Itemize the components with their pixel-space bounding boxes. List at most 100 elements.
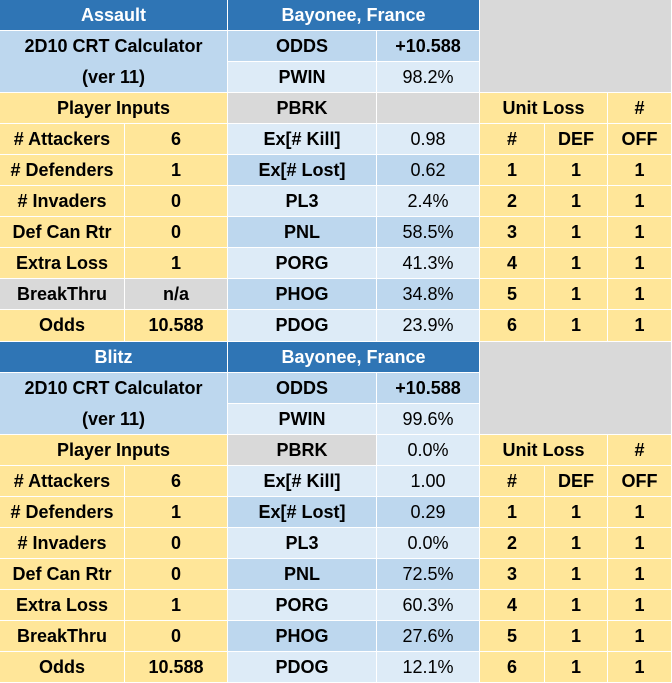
unit-cell: 1 (608, 497, 672, 528)
input-value: 0 (125, 528, 228, 559)
pbrk-value: 0.0% (377, 435, 480, 466)
unit-cell: 6 (480, 310, 545, 342)
unit-cell: 1 (608, 652, 672, 683)
input-value: 1 (125, 497, 228, 528)
unit-loss-header: Unit Loss (480, 435, 608, 466)
input-label: Def Can Rtr (0, 559, 125, 590)
unit-cell: 3 (480, 217, 545, 248)
unit-cell: 1 (545, 279, 608, 310)
stat-value: 0.98 (377, 124, 480, 155)
location: Bayonee, France (228, 342, 480, 373)
stat-value: 12.1% (377, 652, 480, 683)
input-label: Odds (0, 652, 125, 683)
input-value: 0 (125, 186, 228, 217)
unit-header: DEF (545, 466, 608, 497)
empty-cell (377, 93, 480, 124)
unit-cell: 1 (545, 310, 608, 342)
unit-cell: 1 (608, 186, 672, 217)
unit-cell: 1 (608, 310, 672, 342)
unit-cell: 1 (608, 621, 672, 652)
stat-label: Ex[# Kill] (228, 466, 377, 497)
stat-value: 72.5% (377, 559, 480, 590)
input-label: BreakThru (0, 279, 125, 310)
stat-value: 2.4% (377, 186, 480, 217)
unit-header: DEF (545, 124, 608, 155)
location: Bayonee, France (228, 0, 480, 31)
stat-label: Ex[# Kill] (228, 124, 377, 155)
unit-cell: 1 (608, 155, 672, 186)
block-title: Assault (0, 0, 228, 31)
unit-cell: 4 (480, 590, 545, 621)
unit-cell: 1 (608, 559, 672, 590)
stat-label: Ex[# Lost] (228, 155, 377, 186)
input-value: n/a (125, 279, 228, 310)
input-label: Extra Loss (0, 590, 125, 621)
inputs-header: Player Inputs (0, 435, 228, 466)
stat-label: PHOG (228, 621, 377, 652)
stat-label: PHOG (228, 279, 377, 310)
input-label: # Defenders (0, 155, 125, 186)
calculator: 2D10 CRT Calculator (24, 35, 203, 56)
count-header: # (608, 93, 672, 124)
stat-value: 0.29 (377, 497, 480, 528)
unit-cell: 1 (545, 559, 608, 590)
stat-value: 0.0% (377, 528, 480, 559)
input-value: 1 (125, 248, 228, 279)
odds-value: +10.588 (377, 373, 480, 404)
input-label: BreakThru (0, 621, 125, 652)
input-value: 6 (125, 124, 228, 155)
unit-cell: 2 (480, 186, 545, 217)
unit-loss-header: Unit Loss (480, 93, 608, 124)
unit-cell: 1 (480, 155, 545, 186)
stat-value: 41.3% (377, 248, 480, 279)
calculator-label: 2D10 CRT Calculator (ver 11) (0, 373, 228, 435)
stat-value: 60.3% (377, 590, 480, 621)
stat-value: 58.5% (377, 217, 480, 248)
input-value: 10.588 (125, 652, 228, 683)
unit-header: # (480, 466, 545, 497)
input-value: 0 (125, 217, 228, 248)
stat-value: 23.9% (377, 310, 480, 342)
stat-value: 27.6% (377, 621, 480, 652)
stat-label: Ex[# Lost] (228, 497, 377, 528)
unit-cell: 1 (545, 652, 608, 683)
unit-cell: 3 (480, 559, 545, 590)
odds-label: ODDS (228, 373, 377, 404)
stat-label: PNL (228, 217, 377, 248)
unit-cell: 1 (608, 217, 672, 248)
unit-header: OFF (608, 466, 672, 497)
unit-cell: 1 (545, 186, 608, 217)
stat-label: PNL (228, 559, 377, 590)
input-label: Def Can Rtr (0, 217, 125, 248)
unit-cell: 2 (480, 528, 545, 559)
input-label: # Defenders (0, 497, 125, 528)
unit-cell: 6 (480, 652, 545, 683)
input-label: Extra Loss (0, 248, 125, 279)
version: (ver 11) (81, 408, 146, 429)
unit-cell: 1 (545, 497, 608, 528)
unit-cell: 1 (545, 621, 608, 652)
stat-label: PORG (228, 248, 377, 279)
unit-cell: 1 (608, 528, 672, 559)
input-label: # Invaders (0, 528, 125, 559)
calculator-label: 2D10 CRT Calculator (ver 11) (0, 31, 228, 93)
input-value: 0 (125, 559, 228, 590)
pbrk-label: PBRK (228, 435, 377, 466)
stat-label: PORG (228, 590, 377, 621)
pwin-value: 98.2% (377, 62, 480, 93)
stat-label: PDOG (228, 310, 377, 342)
unit-cell: 1 (545, 155, 608, 186)
empty-cell (480, 0, 672, 93)
unit-cell: 1 (608, 279, 672, 310)
unit-cell: 1 (545, 248, 608, 279)
unit-cell: 1 (545, 590, 608, 621)
count-header: # (608, 435, 672, 466)
unit-cell: 5 (480, 621, 545, 652)
input-value: 1 (125, 590, 228, 621)
stat-label: PL3 (228, 186, 377, 217)
input-label: Odds (0, 310, 125, 342)
input-label: # Attackers (0, 124, 125, 155)
unit-header: OFF (608, 124, 672, 155)
pwin-label: PWIN (228, 404, 377, 435)
